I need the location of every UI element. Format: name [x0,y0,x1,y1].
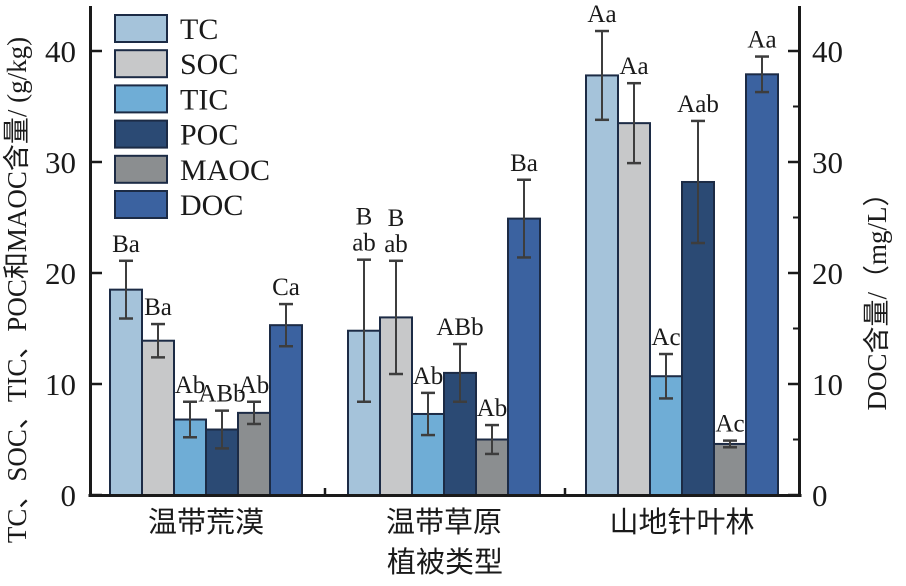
bar-DOC-2 [507,217,541,497]
sig-label: ab [352,230,376,257]
legend-swatch-MAOC [114,154,168,184]
sig-label: Ab [239,372,270,399]
sig-label: Ab [175,372,206,399]
left-tick-label: 30 [45,145,76,180]
sig-label: Ba [144,294,172,321]
legend-label-TC: TC [180,13,218,46]
left-tick-label: 40 [45,34,76,69]
sig-label: Ba [112,231,140,258]
bar-DOC-1 [269,324,303,497]
x-category-label: 温带荒漠 [148,506,264,539]
legend-label-SOC: SOC [180,48,238,81]
legend-swatch-DOC [114,190,168,219]
right-axis-title: DOC含量/（mg/L） [862,179,892,410]
bar-MAOC-3 [713,442,747,497]
legend-label-POC: POC [180,119,238,152]
legend-label-TIC: TIC [180,83,228,116]
sig-label: Ab [413,363,444,390]
sig-label: Ba [510,150,538,177]
left-tick-label: 0 [61,478,77,513]
legend-swatch-TC [114,14,168,43]
bar-MAOC-1 [237,411,271,496]
bar-TC-3 [585,74,619,496]
sig-label: Aa [619,53,648,80]
bar-SOC-1 [141,339,175,496]
sig-label: Ac [651,324,680,351]
bar-POC-3 [681,180,715,496]
legend-swatch-SOC [114,49,168,79]
sig-label: ab [384,231,408,258]
left-tick-label: 20 [45,256,76,291]
bar-DOC-3 [745,73,779,496]
sig-label: B [356,204,373,231]
sig-label: Aa [747,27,776,54]
legend-swatch-POC [114,119,168,149]
legend-label-DOC: DOC [180,189,243,222]
left-tick-label: 10 [45,367,76,402]
x-category-label: 温带草原 [386,506,502,539]
legend-swatch-TIC [114,84,168,114]
sig-label: Ca [272,274,300,301]
left-axis-title: TC、SOC、TIC、POC和MAOC含量/ (g/kg) [2,37,32,543]
legend-label-MAOC: MAOC [180,154,270,187]
sig-label: ABb [198,381,245,408]
sig-label: Aa [587,1,616,28]
x-category-label: 山地针叶林 [609,506,754,539]
sig-label: ABb [436,314,483,341]
bar-TC-1 [109,288,143,496]
sig-label: Ac [715,411,744,438]
right-tick-label: 40 [812,34,843,69]
right-tick-label: 20 [812,256,843,291]
sig-label: B [388,205,405,232]
right-tick-label: 30 [812,145,843,180]
bar-SOC-3 [617,122,651,497]
x-axis-title: 植被类型 [387,546,503,579]
sig-label: Aab [677,91,719,118]
right-tick-label: 10 [812,367,843,402]
right-tick-label: 0 [812,478,828,513]
sig-label: Ab [477,395,508,422]
